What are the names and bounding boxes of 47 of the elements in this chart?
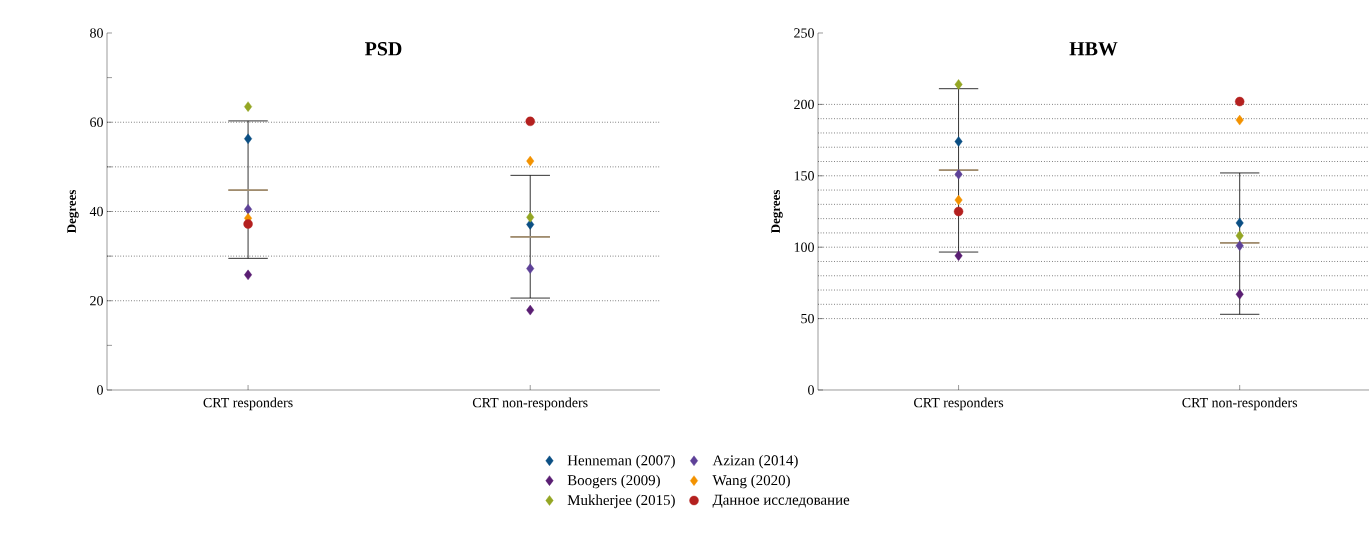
y-axis-title: Degrees <box>67 190 79 234</box>
point <box>1235 114 1244 126</box>
point <box>954 194 963 206</box>
y-tick-label: 200 <box>794 99 814 110</box>
point <box>954 250 963 261</box>
y-tick-label: 60 <box>90 117 103 127</box>
legend-label: Azizan (2014) <box>712 454 798 469</box>
point <box>244 204 253 215</box>
y-tick-label: 20 <box>90 296 103 306</box>
point <box>526 263 535 274</box>
legend-label: Boogers (2009) <box>567 474 660 489</box>
y-tick-label: 250 <box>794 28 814 38</box>
point <box>953 206 964 217</box>
point <box>954 136 963 147</box>
y-tick-label: 0 <box>808 385 814 395</box>
y-tick-label: 40 <box>89 206 103 217</box>
point <box>526 212 535 223</box>
y-tick-label: 0 <box>97 385 103 395</box>
legend-label: Mukherjee (2015) <box>567 494 675 509</box>
legend-label: Wang (2020) <box>712 474 790 489</box>
y-tick-label: 50 <box>801 313 814 324</box>
point <box>954 169 963 180</box>
x-tick-label: CRT non-responders <box>472 397 588 411</box>
y-tick-label: 100 <box>794 242 814 252</box>
point <box>525 116 535 127</box>
y-tick-label: 80 <box>90 28 103 38</box>
x-tick-label: CRT non-responders <box>1182 397 1298 411</box>
x-tick-label: CRT responders <box>203 397 293 411</box>
y-axis-title: Degrees <box>771 190 783 234</box>
point <box>526 155 535 167</box>
legend-label: Henneman (2007) <box>567 454 675 469</box>
point <box>243 219 253 229</box>
point <box>1235 230 1244 241</box>
point <box>244 133 253 144</box>
point <box>1235 289 1244 300</box>
y-tick-label: 150 <box>794 171 814 181</box>
point <box>526 304 535 316</box>
point <box>1235 240 1244 251</box>
point <box>1235 217 1244 229</box>
point <box>244 101 253 112</box>
chart-title: HBW <box>1069 42 1118 56</box>
point <box>954 79 963 90</box>
x-tick-label: CRT responders <box>914 397 1004 411</box>
legend-label: Данное исследование <box>712 494 850 508</box>
point <box>244 269 253 281</box>
chart-title: PSD <box>365 42 402 56</box>
point <box>1235 96 1245 107</box>
